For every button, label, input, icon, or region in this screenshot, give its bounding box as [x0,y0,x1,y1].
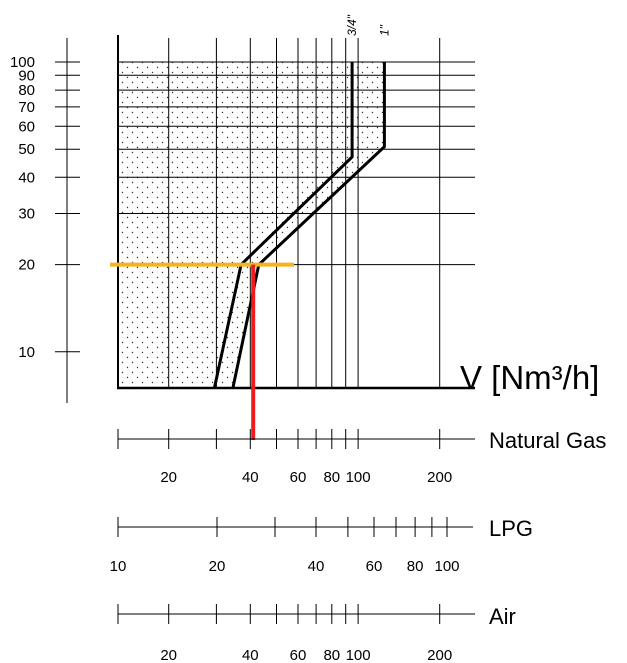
y-tick-label: 50 [18,141,35,158]
scale-tick-label: 100 [346,469,371,486]
scale-tick-label: 80 [323,469,340,486]
scale-tick-label: 60 [290,469,307,486]
y-tick-label: 60 [18,118,35,135]
y-tick-label: 80 [18,82,35,99]
y-tick-label: 20 [18,257,35,274]
scale-tick-label: 100 [346,647,371,663]
series-line [212,62,354,389]
scale-tick-label: 20 [209,558,226,575]
series-label: 1" [377,24,391,36]
scale-name: Air [489,604,516,629]
flow-axis-title: V [Nm³/h] [460,359,599,396]
y-tick-label: 40 [18,169,35,186]
scale-name: Natural Gas [489,428,606,453]
series-labels: 3/4" 1" [345,14,391,36]
example-reading [110,262,294,440]
scale-tick-label: 60 [366,558,383,575]
unit-scales: 20 40 60 80 100 200 Natural Gas 10 20 40 60 80 100 LP… [110,428,607,663]
scale-tick-label: 20 [160,469,177,486]
scale-tick-label: 80 [323,647,340,663]
series-label: 3/4" [345,14,359,36]
scale-tick-label: 200 [427,469,452,486]
series-line [231,62,386,389]
scale-tick-label: 100 [434,558,459,575]
grid-lines [117,35,475,390]
y-tick-label: 100 [10,54,35,71]
dotted-region [118,62,385,388]
scale-tick-label: 40 [242,647,259,663]
y-tick-label: 70 [18,99,35,116]
dotted-fill [118,62,385,388]
y-tick-label: 30 [18,206,35,223]
scale-tick-label: 40 [242,469,259,486]
scale-tick-label: 60 [290,647,307,663]
scale-name: LPG [489,516,533,541]
scale-tick-label: 80 [407,558,424,575]
series-lines [212,62,386,389]
scale-tick-label: 40 [308,558,325,575]
y-tick-label: 10 [18,344,35,361]
scale-tick-label: 10 [110,558,127,575]
scale-tick-label: 200 [427,647,452,663]
y-tick-label: 90 [18,67,35,84]
scale-tick-label: 20 [160,647,177,663]
